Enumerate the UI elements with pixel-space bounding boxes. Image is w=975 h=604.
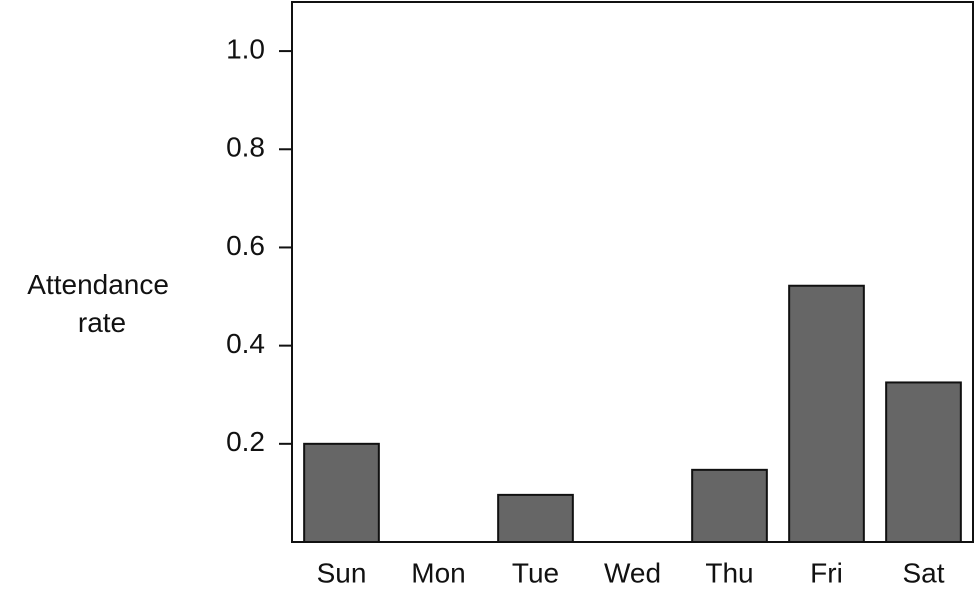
y-tick-label: 1.0 (226, 33, 265, 64)
y-tick-label: 0.6 (226, 230, 265, 261)
y-axis-label: Attendance rate (27, 269, 176, 338)
x-tick-label: Tue (512, 557, 559, 588)
y-tick-label: 0.2 (226, 426, 265, 457)
bar (497, 493, 574, 544)
bar (303, 442, 380, 543)
bar (788, 284, 865, 543)
x-tick-label: Mon (411, 557, 465, 588)
x-tick-label: Fri (810, 557, 843, 588)
x-tick-label: Sat (902, 557, 944, 588)
y-tick-label: 0.8 (226, 132, 265, 163)
y-tick-label: 0.4 (226, 328, 265, 359)
bar (885, 381, 962, 544)
x-tick-label: Sun (317, 557, 367, 588)
plot-frame (291, 1, 974, 543)
x-tick-label: Wed (604, 557, 661, 588)
x-tick-label: Thu (705, 557, 753, 588)
bar (691, 468, 768, 543)
